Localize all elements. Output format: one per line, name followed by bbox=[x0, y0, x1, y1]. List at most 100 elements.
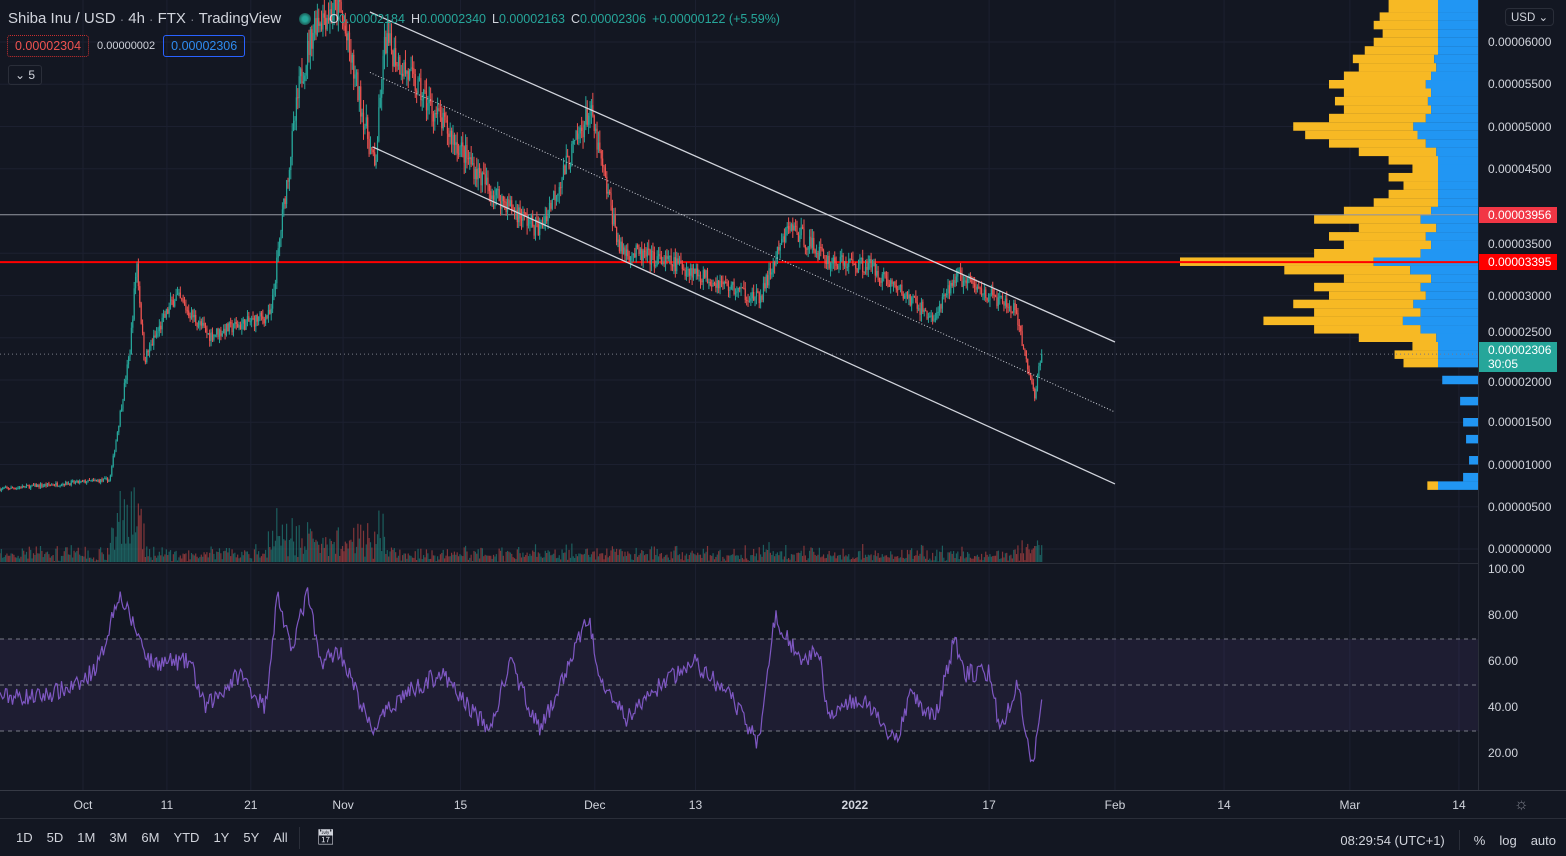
volume-bar bbox=[340, 548, 342, 562]
candle bbox=[410, 67, 412, 70]
volume-bar bbox=[818, 547, 820, 562]
candle bbox=[933, 319, 935, 321]
indicators-toggle[interactable]: ⌄ 5 bbox=[8, 65, 43, 85]
candle bbox=[185, 304, 187, 311]
volume-profile-bar-down bbox=[1314, 308, 1421, 317]
candle bbox=[129, 354, 131, 358]
clock[interactable]: 08:29:54 (UTC+1) bbox=[1340, 832, 1445, 848]
volume-bar bbox=[446, 549, 449, 562]
buy-button[interactable]: 0.00002306 bbox=[163, 35, 246, 57]
rsi-pane[interactable] bbox=[0, 563, 1478, 790]
volume-bar bbox=[655, 554, 657, 562]
candle bbox=[1031, 377, 1033, 383]
volume-bar bbox=[27, 558, 29, 562]
candle bbox=[469, 157, 471, 159]
volume-bar bbox=[730, 554, 732, 562]
price-chart-canvas[interactable] bbox=[0, 0, 1478, 562]
rsi-canvas[interactable] bbox=[0, 564, 1478, 790]
volume-bar bbox=[374, 531, 376, 562]
volume-bar bbox=[709, 555, 711, 562]
range-button-1m[interactable]: 1M bbox=[77, 830, 96, 845]
candle bbox=[312, 32, 314, 49]
candle bbox=[741, 287, 744, 289]
volume-bar bbox=[864, 554, 867, 562]
volume-bar bbox=[733, 548, 735, 562]
volume-bar bbox=[541, 557, 544, 562]
range-button-all[interactable]: All bbox=[273, 830, 288, 845]
candle bbox=[59, 485, 61, 487]
price-axis[interactable]: USD ⌄ 0.00006000 0.00005500 0.00005000 0.00… bbox=[1478, 0, 1566, 790]
volume-profile-bar-down bbox=[1314, 325, 1421, 334]
candle bbox=[241, 323, 243, 330]
candle bbox=[975, 287, 977, 290]
candle bbox=[713, 282, 716, 284]
volume-bar bbox=[311, 531, 313, 562]
range-button-5y[interactable]: 5Y bbox=[243, 830, 260, 845]
candle bbox=[168, 306, 170, 314]
candle bbox=[45, 484, 47, 486]
time-axis[interactable]: Oct 11 21 Nov 15 Dec 13 2022 17 Feb 14 Mar 14 ☼ bbox=[0, 790, 1566, 818]
volume-bar bbox=[992, 556, 994, 562]
candle bbox=[97, 480, 99, 482]
candle bbox=[897, 289, 899, 291]
goto-date-icon[interactable]: 📅︎ bbox=[316, 829, 336, 846]
volume-bar bbox=[481, 548, 483, 562]
volume-bar bbox=[609, 555, 611, 562]
candle bbox=[564, 165, 566, 175]
volume-bar bbox=[1008, 555, 1011, 562]
candle bbox=[11, 487, 14, 489]
volume-bar bbox=[912, 558, 914, 562]
volume-bar bbox=[1014, 549, 1016, 562]
candle bbox=[1018, 325, 1020, 327]
percent-toggle[interactable]: % bbox=[1473, 832, 1486, 848]
volume-bar bbox=[319, 552, 321, 562]
volume-bar bbox=[690, 552, 692, 562]
auto-toggle[interactable]: auto bbox=[1530, 832, 1556, 848]
interval[interactable]: 4h bbox=[128, 10, 145, 27]
range-button-ytd[interactable]: YTD bbox=[173, 830, 200, 845]
volume-profile-bar-up bbox=[1431, 206, 1478, 216]
sell-button[interactable]: 0.00002304 bbox=[7, 35, 90, 57]
candle bbox=[251, 318, 253, 322]
volume-bar bbox=[508, 551, 510, 562]
volume-bar bbox=[111, 527, 113, 562]
currency-selector[interactable]: USD ⌄ bbox=[1505, 8, 1555, 26]
log-toggle[interactable]: log bbox=[1499, 832, 1517, 848]
candle bbox=[362, 112, 365, 130]
candle bbox=[438, 108, 440, 111]
volume-bar bbox=[334, 553, 337, 562]
volume-bar bbox=[652, 559, 654, 562]
volume-bar bbox=[322, 537, 324, 562]
range-button-1d[interactable]: 1D bbox=[16, 830, 33, 845]
volume-bar bbox=[771, 554, 773, 562]
range-button-5d[interactable]: 5D bbox=[46, 830, 64, 845]
volume-bar bbox=[955, 553, 957, 562]
candle bbox=[35, 484, 37, 488]
volume-bar bbox=[127, 536, 130, 562]
volume-bar bbox=[1038, 545, 1040, 562]
candle bbox=[176, 294, 179, 296]
candle bbox=[13, 487, 15, 489]
candle bbox=[629, 256, 632, 261]
symbol-name[interactable]: Shiba Inu / USD bbox=[8, 10, 116, 27]
settings-icon[interactable]: ☼ bbox=[1514, 796, 1529, 813]
candle bbox=[411, 67, 414, 69]
candle bbox=[641, 248, 643, 261]
volume-bar bbox=[378, 510, 380, 562]
candle bbox=[1036, 376, 1039, 389]
range-button-3m[interactable]: 3M bbox=[109, 830, 128, 845]
volume-bar bbox=[298, 525, 300, 562]
volume-bar bbox=[130, 491, 132, 562]
date-range-buttons: 1D 5D 1M 3M 6M YTD 1Y 5Y All bbox=[16, 830, 288, 845]
volume-bar bbox=[699, 554, 702, 562]
price-chart-pane[interactable]: Shiba Inu / USD · 4h · FTX · TradingView O0… bbox=[0, 0, 1478, 562]
volume-profile-bar-down bbox=[1293, 299, 1414, 309]
volume-bar bbox=[857, 551, 860, 562]
candle bbox=[692, 268, 695, 278]
candle bbox=[332, 15, 334, 21]
candle bbox=[435, 113, 437, 115]
volume-bar bbox=[133, 487, 135, 562]
range-button-1y[interactable]: 1Y bbox=[213, 830, 230, 845]
candle bbox=[650, 250, 653, 265]
range-button-6m[interactable]: 6M bbox=[141, 830, 160, 845]
